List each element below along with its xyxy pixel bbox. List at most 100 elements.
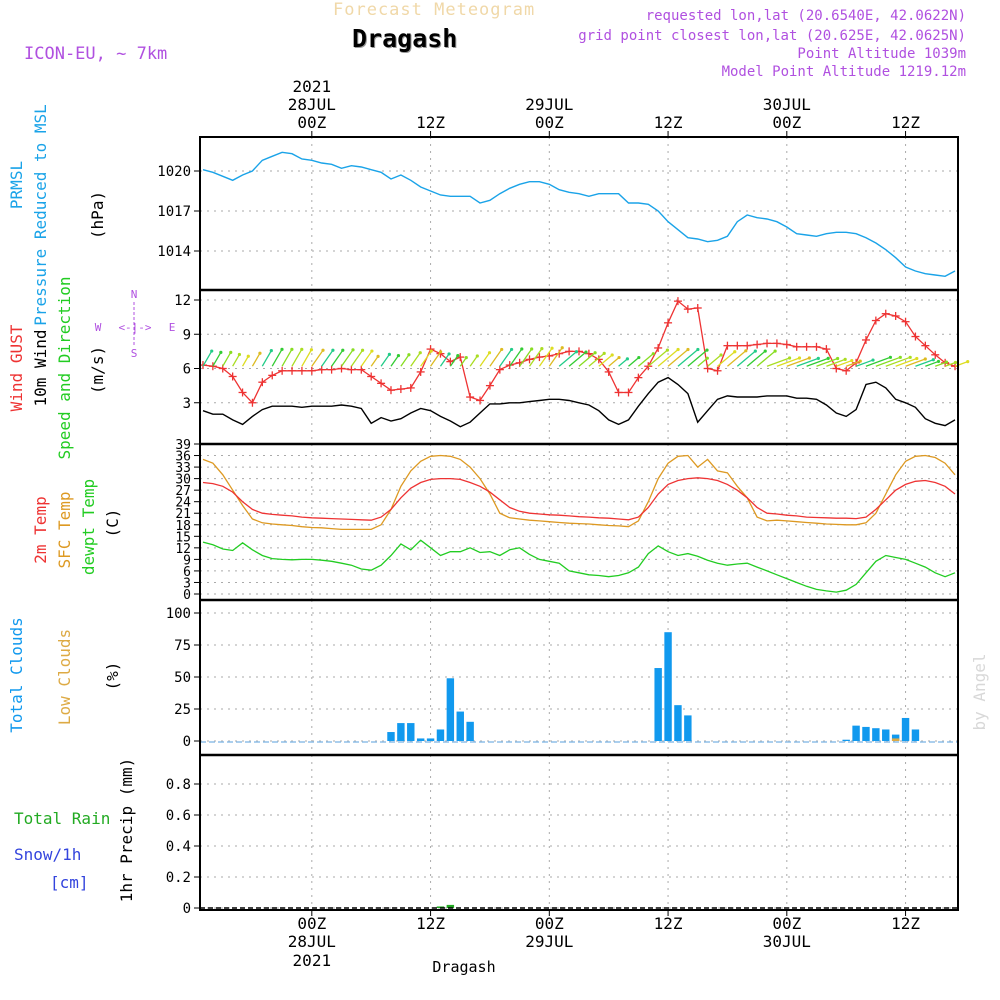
total-cloud-bar bbox=[397, 723, 405, 741]
y-tick-label: 0.8 bbox=[166, 777, 191, 793]
wind-gust-marker bbox=[396, 385, 405, 394]
wind-gust-marker bbox=[743, 341, 752, 350]
wind-direction-arrow bbox=[677, 349, 699, 367]
wind-direction-arrow bbox=[528, 348, 543, 367]
wind-direction-arrow bbox=[350, 349, 364, 367]
wind-gust-marker bbox=[238, 388, 247, 397]
y-tick-label: 3 bbox=[183, 576, 191, 591]
x-tick-label-top: 00Z bbox=[297, 113, 326, 132]
wind-direction-arrow bbox=[271, 349, 283, 367]
wind-direction-arrow bbox=[618, 358, 628, 367]
pressure-line bbox=[202, 151, 956, 278]
wind-direction-arrow bbox=[697, 357, 708, 367]
wind-direction-arrow bbox=[786, 357, 810, 367]
wind-direction-arrow bbox=[558, 351, 577, 367]
wind-direction-arrow bbox=[509, 348, 523, 367]
wind-arrow-head bbox=[360, 348, 365, 352]
x-tick-label-top: 00Z bbox=[535, 113, 564, 132]
wind-arrow-head bbox=[686, 347, 690, 352]
y-tick-label: 24 bbox=[175, 496, 191, 511]
total-cloud-bar bbox=[901, 717, 910, 741]
compass-s: S bbox=[131, 347, 138, 360]
wind-arrow-head bbox=[290, 347, 294, 351]
wind-arrow-head bbox=[733, 350, 737, 354]
wind-direction-arrow bbox=[331, 349, 344, 367]
pressure-label-prmsl: PRMSL bbox=[7, 161, 26, 209]
x-tick-label-top: 00Z bbox=[772, 113, 801, 132]
wind-gust-marker bbox=[713, 366, 722, 375]
y-tick-label: 25 bbox=[174, 702, 191, 718]
wind-direction-arrow bbox=[796, 357, 819, 367]
y-tick-label: 12 bbox=[174, 293, 191, 309]
wind-direction-arrow bbox=[479, 352, 491, 367]
wind-arrow-head bbox=[915, 356, 919, 361]
wind-gust-marker bbox=[317, 365, 326, 374]
wind-gust-marker bbox=[911, 332, 920, 341]
wind-direction-arrow bbox=[469, 355, 478, 367]
sfc-temp-line bbox=[202, 454, 956, 531]
wind-direction-arrow bbox=[489, 349, 503, 367]
wind-gust-marker bbox=[624, 388, 633, 397]
total-cloud-bar bbox=[436, 729, 445, 741]
wind-gust-marker bbox=[664, 318, 673, 327]
wind-direction-arrow bbox=[301, 349, 312, 367]
date-label-top: 30JUL bbox=[763, 95, 811, 114]
wind-direction-arrow bbox=[499, 349, 513, 367]
wind-direction-arrow bbox=[568, 351, 587, 367]
wind-arrow-head bbox=[387, 352, 392, 356]
wind-arrow-head bbox=[584, 350, 588, 354]
date-label-bottom: 29JUL bbox=[525, 932, 573, 951]
wind-gust-marker bbox=[466, 393, 475, 402]
gridpoint-coords: grid point closest lon,lat (20.625E, 42.… bbox=[578, 28, 966, 44]
wind-direction-arrow bbox=[360, 350, 373, 367]
wind-direction-arrow bbox=[340, 349, 354, 367]
wind-arrow-head bbox=[574, 350, 579, 354]
wind-direction-arrow bbox=[251, 352, 261, 367]
wind-arrow-head bbox=[447, 352, 451, 356]
total-cloud-bar bbox=[416, 738, 425, 741]
wind-arrow-head bbox=[341, 348, 345, 352]
wind-direction-arrow bbox=[578, 352, 596, 367]
compass-arrow: <-|-> bbox=[118, 321, 151, 334]
wind-arrow-head bbox=[540, 347, 544, 351]
wind-arrow-head bbox=[719, 353, 723, 357]
precip-frame bbox=[199, 754, 959, 911]
wind-gust-marker bbox=[634, 373, 643, 382]
wind-direction-arrow bbox=[836, 359, 853, 367]
wind-arrow-head bbox=[676, 347, 680, 352]
wind-arrow-head bbox=[898, 355, 902, 359]
wind-arrow-head bbox=[871, 358, 875, 362]
wind-arrow-head bbox=[530, 347, 534, 351]
wind-arrow-head bbox=[475, 354, 479, 358]
app-title: Forecast Meteogram bbox=[333, 0, 536, 20]
wind-direction-arrow bbox=[727, 350, 747, 367]
wind-arrow-head bbox=[953, 360, 958, 365]
wind-arrow-head bbox=[816, 356, 820, 360]
wind-gust-marker bbox=[357, 365, 366, 374]
wind-direction-arrow bbox=[281, 349, 293, 367]
y-tick-label: 3 bbox=[183, 396, 191, 412]
wind-arrow-head bbox=[908, 355, 912, 359]
y-tick-label: 1014 bbox=[157, 244, 191, 260]
total-cloud-bar bbox=[872, 728, 880, 741]
wind-arrow-head bbox=[744, 349, 748, 353]
wind-direction-arrow bbox=[736, 350, 756, 367]
wind-gust-marker bbox=[495, 365, 504, 374]
wind-arrow-head bbox=[888, 355, 893, 359]
wind-arrow-head bbox=[464, 356, 468, 360]
wind-arrow-head bbox=[370, 349, 374, 353]
total-cloud-bar bbox=[852, 725, 860, 741]
wind-arrow-head bbox=[456, 353, 460, 358]
temp-sfc-label: SFC Temp bbox=[55, 491, 74, 568]
wind-direction-arrow bbox=[944, 361, 956, 367]
wind-gust-marker bbox=[654, 343, 663, 352]
wind-gust-marker bbox=[297, 366, 306, 375]
year-label-top: 2021 bbox=[293, 77, 332, 96]
y-tick-label: 6 bbox=[183, 565, 191, 580]
wind-direction-arrow bbox=[637, 353, 654, 367]
wind-direction-arrow bbox=[746, 350, 766, 367]
wind-gust-marker bbox=[891, 311, 900, 320]
wind-unit-label: (m/s) bbox=[88, 346, 107, 394]
wind-arrow-head bbox=[520, 347, 524, 351]
wind-gust-marker bbox=[565, 347, 574, 356]
